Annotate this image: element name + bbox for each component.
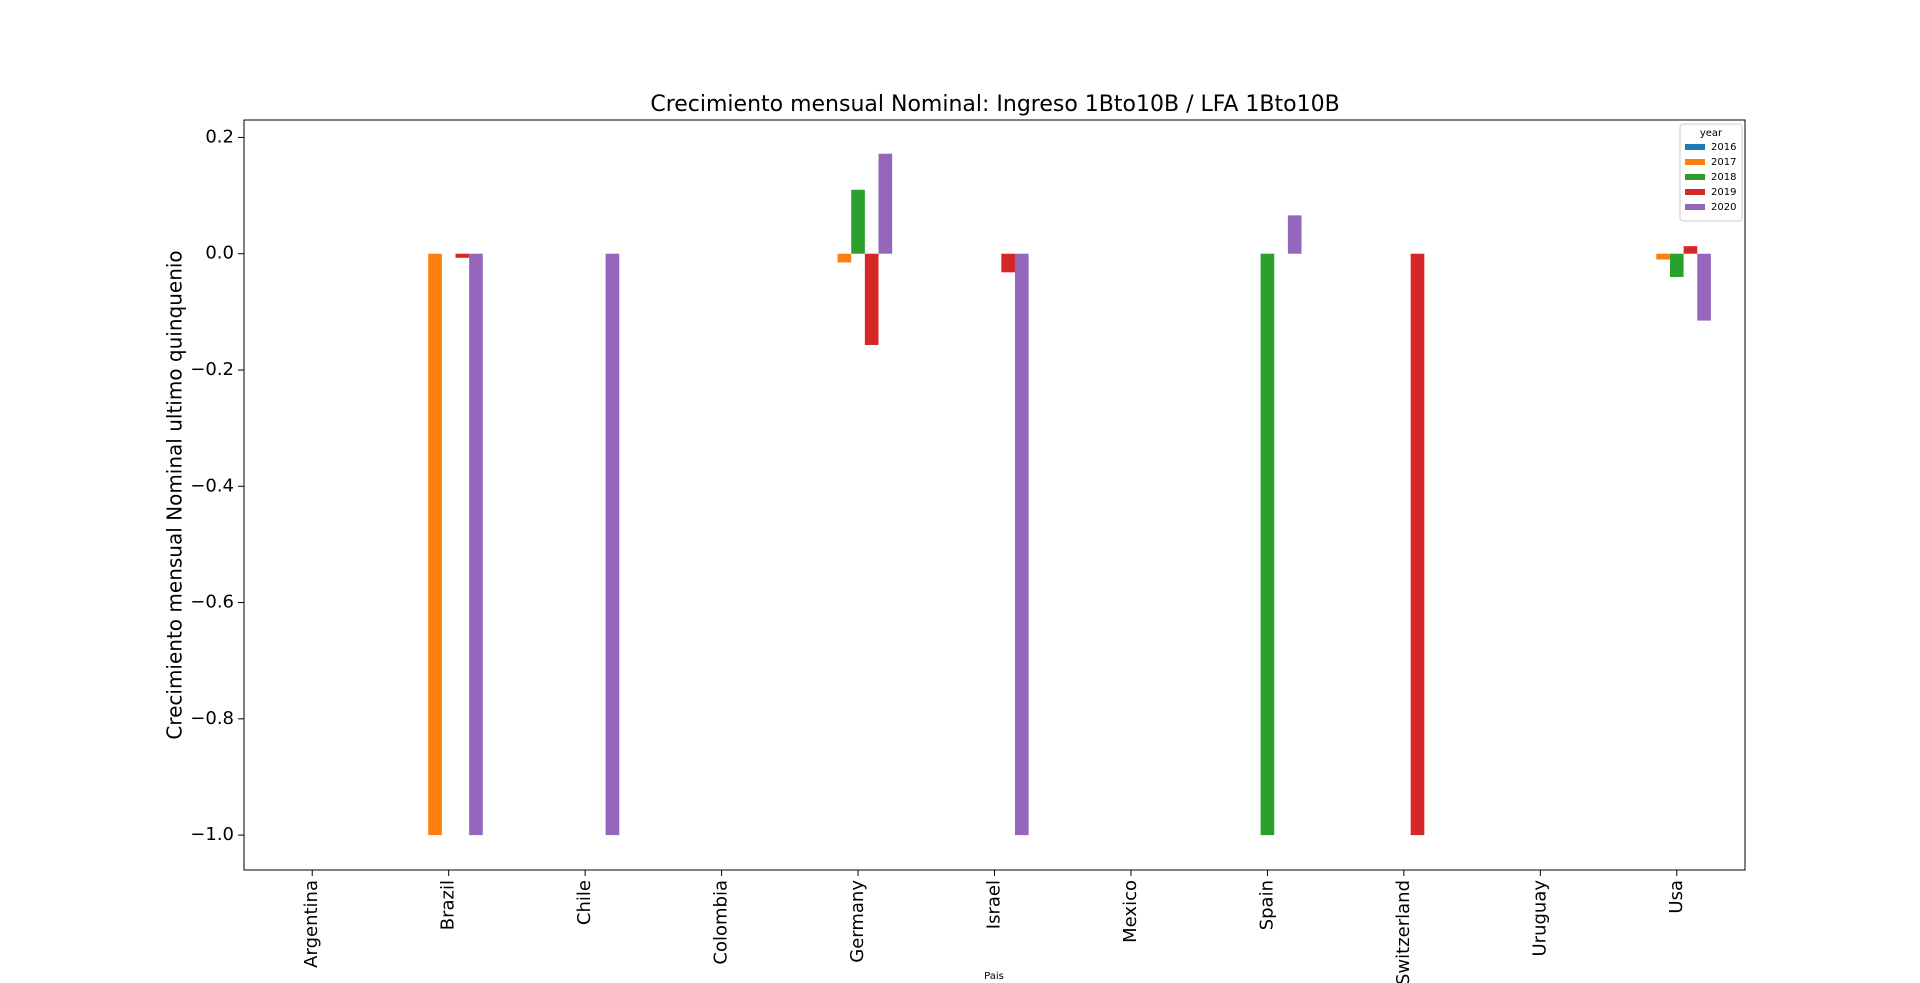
legend-swatch	[1685, 189, 1705, 195]
bar	[1656, 253, 1670, 260]
bar	[878, 153, 893, 254]
legend-swatch	[1685, 144, 1705, 150]
x-tick-label: Israel	[984, 880, 1005, 929]
x-tick-label: Switzerland	[1393, 880, 1414, 983]
x-tick-label: Brazil	[438, 880, 459, 930]
x-tick-label: Germany	[847, 880, 868, 963]
y-tick-label: 0.0	[205, 243, 234, 264]
bar	[1669, 253, 1684, 277]
bar	[1287, 215, 1302, 254]
y-tick-label: −1.0	[190, 824, 234, 845]
bar	[428, 253, 442, 836]
legend-swatch	[1685, 159, 1705, 165]
legend: year 2016 2017 2018 2019 2020	[1679, 123, 1743, 222]
x-tick-label: Uruguay	[1529, 880, 1550, 957]
chart-title: Crecimiento mensual Nominal: Ingreso 1Bt…	[650, 92, 1339, 117]
legend-label: 2020	[1711, 202, 1736, 213]
bar	[1014, 253, 1029, 836]
bar	[455, 253, 470, 258]
x-axis-label: Pais	[984, 971, 1004, 982]
x-tick-label: Argentina	[301, 880, 322, 968]
bar	[1683, 246, 1698, 254]
y-axis-label: Crecimiento mensual Nominal ultimo quinq…	[163, 250, 187, 739]
bar	[469, 253, 483, 836]
bar	[1001, 253, 1015, 273]
x-tick-label: Mexico	[1120, 880, 1141, 943]
y-tick-label: 0.2	[205, 126, 234, 147]
legend-label: 2019	[1711, 187, 1736, 198]
legend-swatch	[1685, 204, 1705, 210]
bar	[851, 189, 865, 254]
x-tick-label: Colombia	[711, 880, 732, 965]
legend-title: year	[1700, 128, 1723, 139]
y-tick-label: −0.2	[190, 359, 234, 380]
legend-label: 2017	[1711, 157, 1736, 168]
bar	[837, 253, 852, 263]
bar	[1260, 253, 1275, 836]
legend-label: 2018	[1711, 172, 1736, 183]
plot-frame	[243, 119, 1746, 871]
bar	[1410, 253, 1425, 836]
legend-label: 2016	[1711, 142, 1736, 153]
x-tick-label: Spain	[1256, 880, 1277, 930]
x-tick-label: Usa	[1666, 880, 1687, 914]
bar	[605, 253, 620, 836]
bar	[864, 253, 879, 345]
y-tick-label: −0.6	[190, 592, 234, 613]
legend-swatch	[1685, 174, 1705, 180]
bar	[1697, 253, 1711, 321]
y-tick-label: −0.4	[190, 475, 234, 496]
y-tick-label: −0.8	[190, 708, 234, 729]
x-tick-label: Chile	[574, 880, 595, 925]
